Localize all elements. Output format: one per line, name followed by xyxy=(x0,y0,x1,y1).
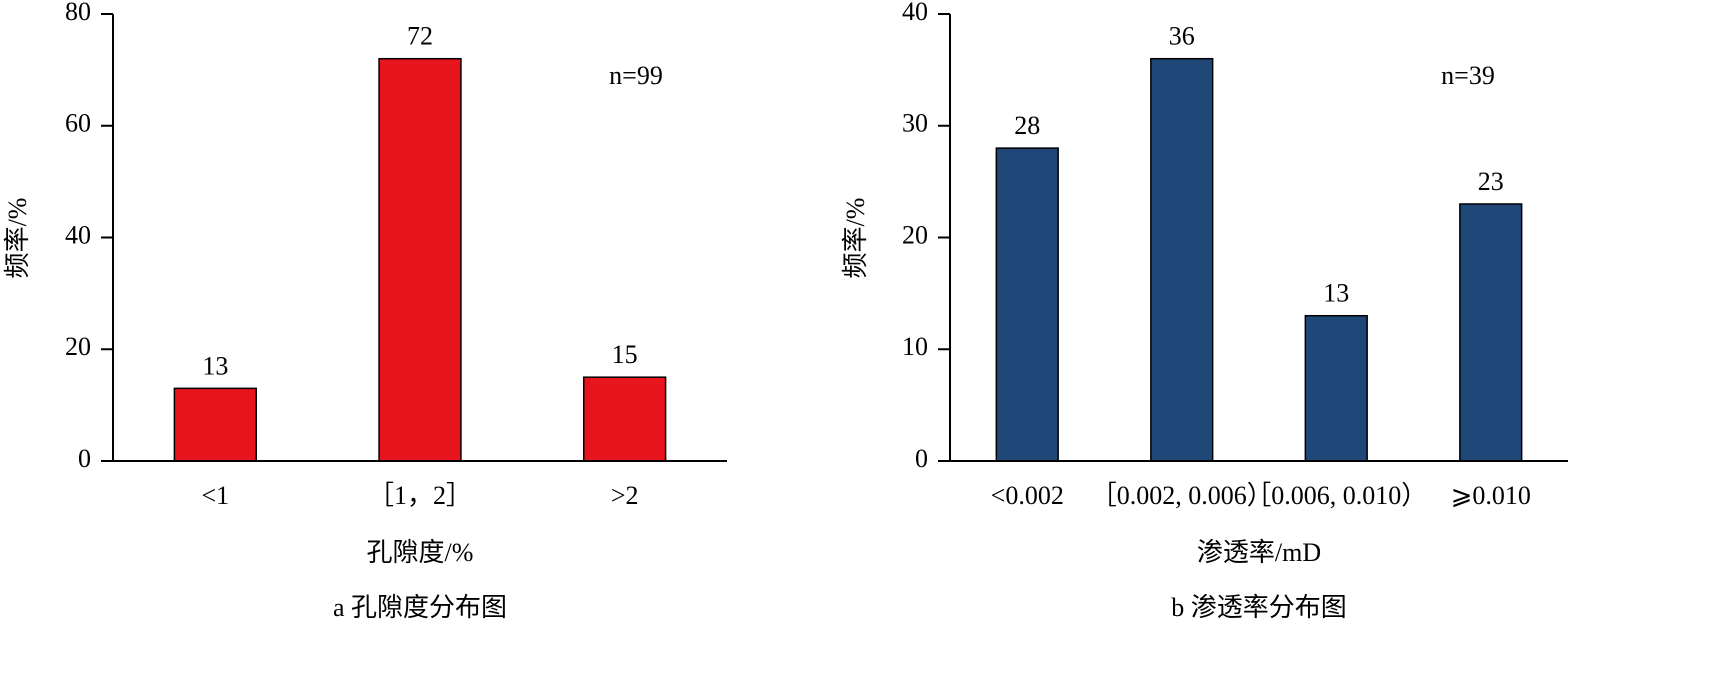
value-label: 15 xyxy=(612,340,638,369)
caption: b 渗透率分布图 xyxy=(1171,593,1347,622)
y-tick-label: 10 xyxy=(902,332,928,361)
x-tick-label: ［0.006, 0.010） xyxy=(1245,481,1427,510)
value-label: 28 xyxy=(1014,111,1040,140)
bar xyxy=(378,57,462,462)
value-label: 13 xyxy=(1323,279,1349,308)
x-tick-label: ［0.002, 0.006） xyxy=(1091,481,1273,510)
annotation: n=99 xyxy=(609,61,663,90)
caption: a 孔隙度分布图 xyxy=(333,593,507,622)
bar xyxy=(582,376,667,462)
y-tick-label: 40 xyxy=(65,220,91,249)
x-tick-label: <1 xyxy=(201,481,229,510)
value-label: 23 xyxy=(1478,167,1504,196)
x-tick-label: <0.002 xyxy=(991,481,1064,510)
x-tick-label: ⩾0.010 xyxy=(1451,481,1531,510)
y-tick-label: 0 xyxy=(915,444,928,473)
y-tick-label: 30 xyxy=(902,109,928,138)
y-axis-label: 频率/% xyxy=(3,198,32,279)
bar xyxy=(1304,314,1368,462)
y-tick-label: 20 xyxy=(65,332,91,361)
value-label: 13 xyxy=(202,351,228,380)
value-label: 36 xyxy=(1169,22,1195,51)
annotation: n=39 xyxy=(1441,61,1495,90)
y-axis-label: 频率/% xyxy=(841,198,870,279)
x-tick-label: ［1，2］ xyxy=(368,481,472,510)
bar xyxy=(1150,57,1214,462)
x-tick-label: >2 xyxy=(611,481,639,510)
value-label: 72 xyxy=(407,22,433,51)
bar xyxy=(1459,203,1523,462)
x-axis-label: 孔隙度/% xyxy=(367,538,474,567)
bar xyxy=(173,387,258,462)
y-tick-label: 0 xyxy=(78,444,91,473)
x-axis-label: 渗透率/mD xyxy=(1197,538,1321,567)
y-tick-label: 80 xyxy=(65,0,91,26)
y-tick-label: 60 xyxy=(65,109,91,138)
y-tick-label: 40 xyxy=(902,0,928,26)
y-tick-label: 20 xyxy=(902,220,928,249)
bar xyxy=(995,147,1059,462)
